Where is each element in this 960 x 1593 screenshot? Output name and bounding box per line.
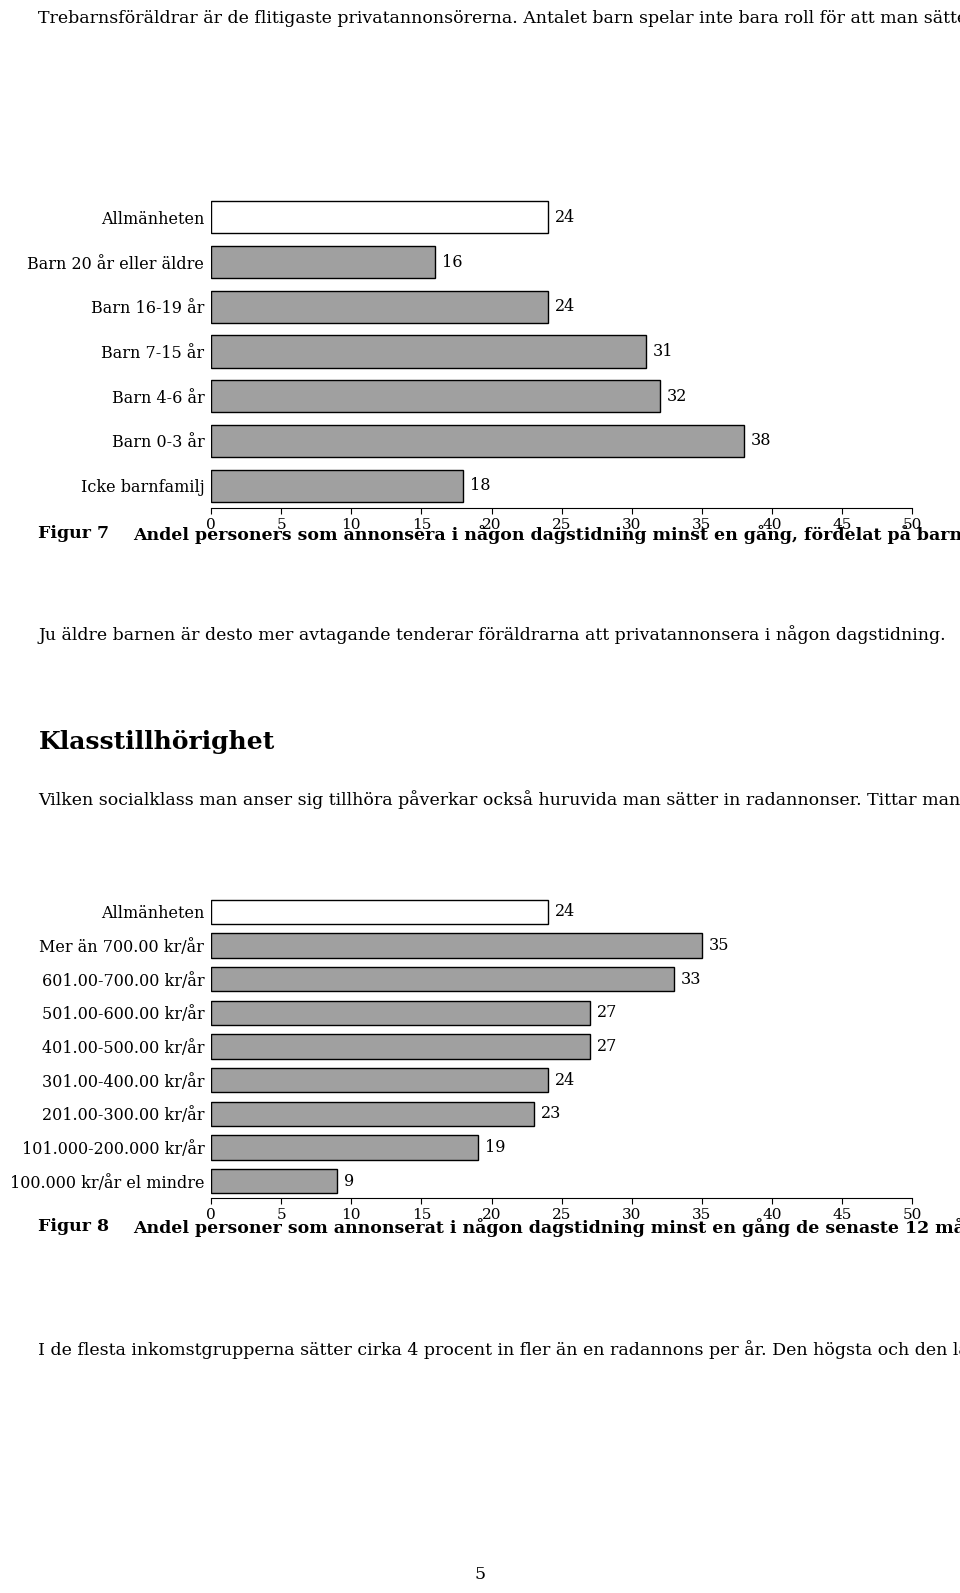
Text: 24: 24 xyxy=(555,209,575,226)
Text: Andel personer som annonserat i någon dagstidning minst en gång de senaste 12 må: Andel personer som annonserat i någon da… xyxy=(132,1219,960,1238)
Text: 32: 32 xyxy=(666,387,687,405)
Text: 27: 27 xyxy=(596,1039,617,1055)
Text: 23: 23 xyxy=(540,1106,561,1123)
Bar xyxy=(211,381,660,413)
Bar xyxy=(211,245,436,279)
Bar xyxy=(211,1000,589,1024)
Text: 38: 38 xyxy=(751,432,771,449)
Bar xyxy=(211,967,674,991)
Text: 24: 24 xyxy=(555,298,575,315)
Text: 18: 18 xyxy=(470,478,491,494)
Text: 9: 9 xyxy=(345,1172,354,1190)
Bar xyxy=(211,1169,337,1193)
Bar xyxy=(211,900,547,924)
Bar xyxy=(211,1136,477,1160)
Text: Figur 7: Figur 7 xyxy=(38,526,109,542)
Bar xyxy=(211,1034,589,1059)
Text: Andel personers som annonsera i någon dagstidning minst en gång, fördelat på bar: Andel personers som annonsera i någon da… xyxy=(132,526,960,543)
Bar xyxy=(211,290,547,323)
Text: 27: 27 xyxy=(596,1004,617,1021)
Text: Figur 8: Figur 8 xyxy=(38,1219,109,1235)
Text: 16: 16 xyxy=(443,253,463,271)
Text: Klasstillhörighet: Klasstillhörighet xyxy=(38,730,275,753)
Bar xyxy=(211,201,547,234)
Text: 5: 5 xyxy=(474,1566,486,1582)
Text: 35: 35 xyxy=(708,937,730,954)
Bar xyxy=(211,1067,547,1093)
Bar xyxy=(211,470,464,502)
Bar xyxy=(211,336,646,368)
Bar xyxy=(211,1102,534,1126)
Bar xyxy=(211,425,744,457)
Text: Vilken socialklass man anser sig tillhöra påverkar också huruvida man sätter in : Vilken socialklass man anser sig tillhör… xyxy=(38,790,960,809)
Text: 24: 24 xyxy=(555,1072,575,1088)
Text: Trebarnsföräldrar är de flitigaste privatannonsörerna. Antalet barn spelar inte : Trebarnsföräldrar är de flitigaste priva… xyxy=(38,8,960,27)
Text: Ju äldre barnen är desto mer avtagande tenderar föräldrarna att privatannonsera : Ju äldre barnen är desto mer avtagande t… xyxy=(38,624,946,644)
Text: 33: 33 xyxy=(681,970,701,988)
Text: 19: 19 xyxy=(485,1139,505,1157)
Bar xyxy=(211,933,702,957)
Text: 31: 31 xyxy=(653,342,673,360)
Text: I de flesta inkomstgrupperna sätter cirka 4 procent in fler än en radannons per : I de flesta inkomstgrupperna sätter cirk… xyxy=(38,1340,960,1359)
Text: 24: 24 xyxy=(555,903,575,921)
